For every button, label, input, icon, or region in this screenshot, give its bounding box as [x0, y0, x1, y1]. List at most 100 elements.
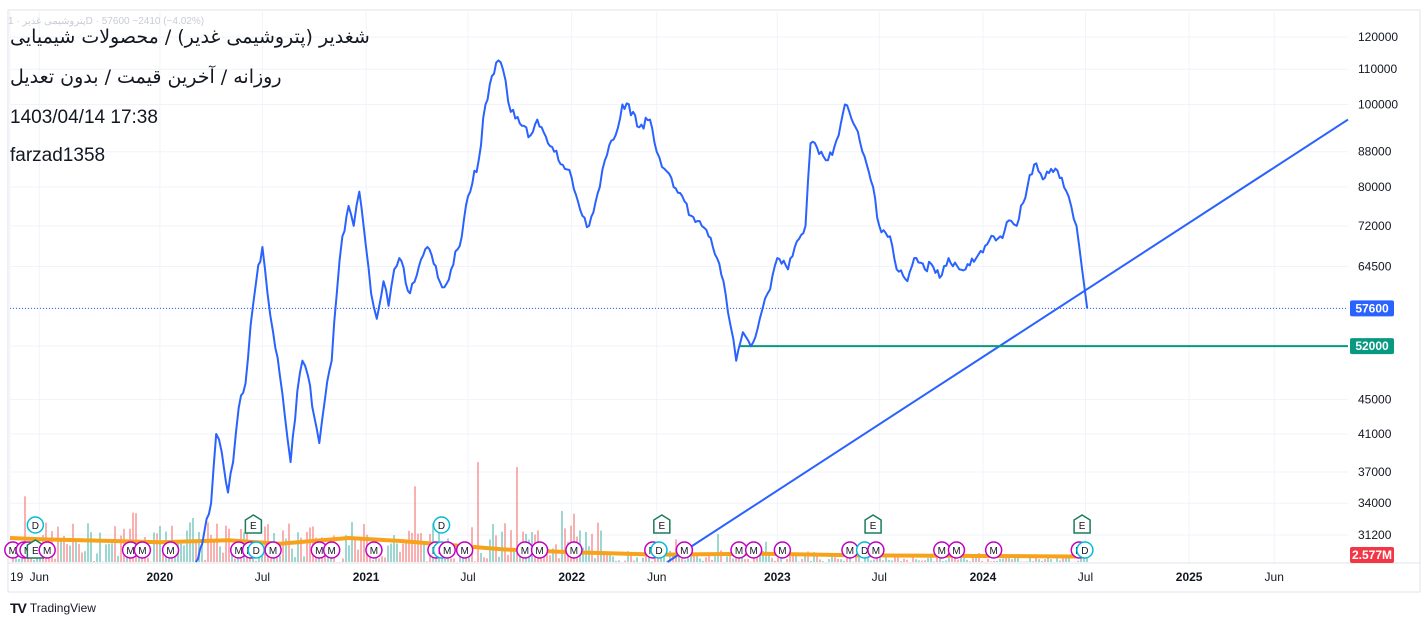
volume-bar	[930, 557, 932, 562]
event-marker-m[interactable]: M	[455, 541, 474, 559]
volume-bar	[894, 556, 896, 562]
volume-bar	[708, 554, 710, 562]
volume-bar	[837, 558, 839, 562]
volume-bar	[408, 530, 410, 562]
volume-bar	[564, 528, 566, 562]
event-marker-e[interactable]: E	[244, 514, 263, 534]
event-marker-d[interactable]: D	[650, 541, 668, 559]
volume-bar	[234, 558, 236, 562]
volume-bar	[486, 558, 488, 562]
volume-bar	[1044, 559, 1046, 562]
ascending-trendline[interactable]	[666, 118, 1349, 563]
volume-bar	[735, 556, 737, 562]
event-marker-m[interactable]: M	[933, 541, 951, 559]
price-tick-label: 34000	[1358, 496, 1392, 510]
volume-bar	[849, 556, 851, 562]
volume-bar	[477, 462, 479, 562]
price-axis-badges: 57600 52000 2.577M	[1350, 300, 1394, 563]
trendline-layer[interactable]	[666, 118, 1349, 563]
volume-bar	[114, 526, 116, 562]
event-marker-m[interactable]: M	[867, 541, 885, 559]
volume-bar	[483, 557, 485, 562]
event-marker-e[interactable]: E	[653, 514, 671, 534]
volume-bar	[945, 560, 947, 562]
event-marker-m[interactable]: M	[530, 541, 549, 559]
volume-bar	[141, 556, 143, 562]
event-marker-m[interactable]: M	[675, 541, 694, 559]
volume-bar	[414, 486, 416, 562]
event-marker-m[interactable]: M	[773, 541, 792, 559]
volume-bar	[156, 533, 158, 562]
last-price-badge-text: 57600	[1355, 301, 1389, 315]
event-marker-label: M	[460, 546, 468, 557]
event-marker-d[interactable]: D	[26, 516, 45, 534]
volume-bar	[1005, 557, 1007, 562]
event-marker-d[interactable]: D	[247, 541, 265, 559]
volume-bar	[933, 561, 935, 562]
event-marker-label: M	[680, 546, 688, 557]
volume-bar	[642, 557, 644, 562]
volume-bar	[444, 555, 446, 562]
time-tick-label: 2023	[764, 570, 791, 584]
price-series[interactable]	[195, 59, 1089, 563]
volume-bar	[633, 560, 635, 562]
volume-bar	[285, 538, 287, 562]
volume-bar	[1041, 560, 1043, 562]
event-marker-m[interactable]: M	[322, 541, 341, 559]
event-marker-m[interactable]: M	[365, 541, 383, 559]
event-marker-m[interactable]: M	[730, 541, 748, 559]
volume-bar	[351, 522, 353, 562]
marker-circle	[322, 541, 341, 559]
tradingview-brand[interactable]: TV TradingView	[10, 600, 96, 616]
price-tick-label: 41000	[1358, 427, 1392, 441]
volume-bar	[33, 559, 35, 562]
event-marker-m[interactable]: M	[984, 541, 1003, 559]
event-marker-m[interactable]: M	[516, 541, 534, 559]
volume-bar	[600, 530, 602, 562]
volume-bar	[393, 535, 395, 562]
volume-bar	[741, 555, 743, 562]
volume-bar	[99, 532, 101, 562]
event-marker-label: M	[989, 546, 997, 557]
volume-bar	[426, 561, 428, 562]
event-markers[interactable]: DEDEEEMMMEMMMMMMDMMMMMDMMMMMMDMMMMMDMMMM…	[4, 514, 1094, 559]
volume-bar	[213, 540, 215, 562]
volume-bar	[195, 539, 197, 562]
marker-circle	[984, 541, 1003, 559]
event-marker-m[interactable]: M	[744, 541, 763, 559]
time-tick-label: Jul	[872, 570, 887, 584]
volume-bar	[699, 558, 701, 562]
volume-bar	[198, 531, 200, 562]
event-marker-m[interactable]: M	[133, 541, 152, 559]
volume-bar	[645, 551, 647, 562]
volume-bar	[612, 556, 614, 562]
event-marker-d[interactable]: D	[432, 516, 451, 534]
time-axis[interactable]: 19 Jun 2020 Jul 2021 Jul 2022 Jun 2023 Jul 2024 Jul…	[10, 570, 1284, 584]
volume-bar	[270, 558, 272, 562]
volume-bar	[603, 550, 605, 562]
price-tick-label: 31200	[1358, 528, 1392, 542]
event-marker-d[interactable]: D	[1076, 541, 1094, 559]
price-line[interactable]	[195, 59, 1089, 563]
support-price-badge-bg	[1350, 338, 1394, 355]
event-marker-m[interactable]: M	[264, 541, 282, 559]
volume-bar	[918, 560, 920, 562]
event-marker-m[interactable]: M	[38, 541, 56, 559]
volume-bar	[1008, 558, 1010, 562]
volume-bar	[804, 553, 806, 562]
event-marker-m[interactable]: M	[841, 541, 859, 559]
volume-bar	[1050, 559, 1052, 562]
volume-bar	[501, 531, 503, 562]
volume-bar	[630, 552, 632, 562]
event-marker-e[interactable]: E	[1073, 514, 1091, 534]
event-marker-m[interactable]: M	[438, 541, 456, 559]
volume-bar	[93, 561, 95, 562]
event-marker-m[interactable]: M	[565, 541, 583, 559]
volume-bar	[306, 531, 308, 562]
volume-bar	[174, 557, 176, 562]
event-marker-m[interactable]: M	[947, 541, 966, 559]
event-marker-e[interactable]: E	[864, 514, 882, 534]
event-marker-m[interactable]: M	[161, 541, 180, 559]
volume-bar	[693, 555, 695, 562]
